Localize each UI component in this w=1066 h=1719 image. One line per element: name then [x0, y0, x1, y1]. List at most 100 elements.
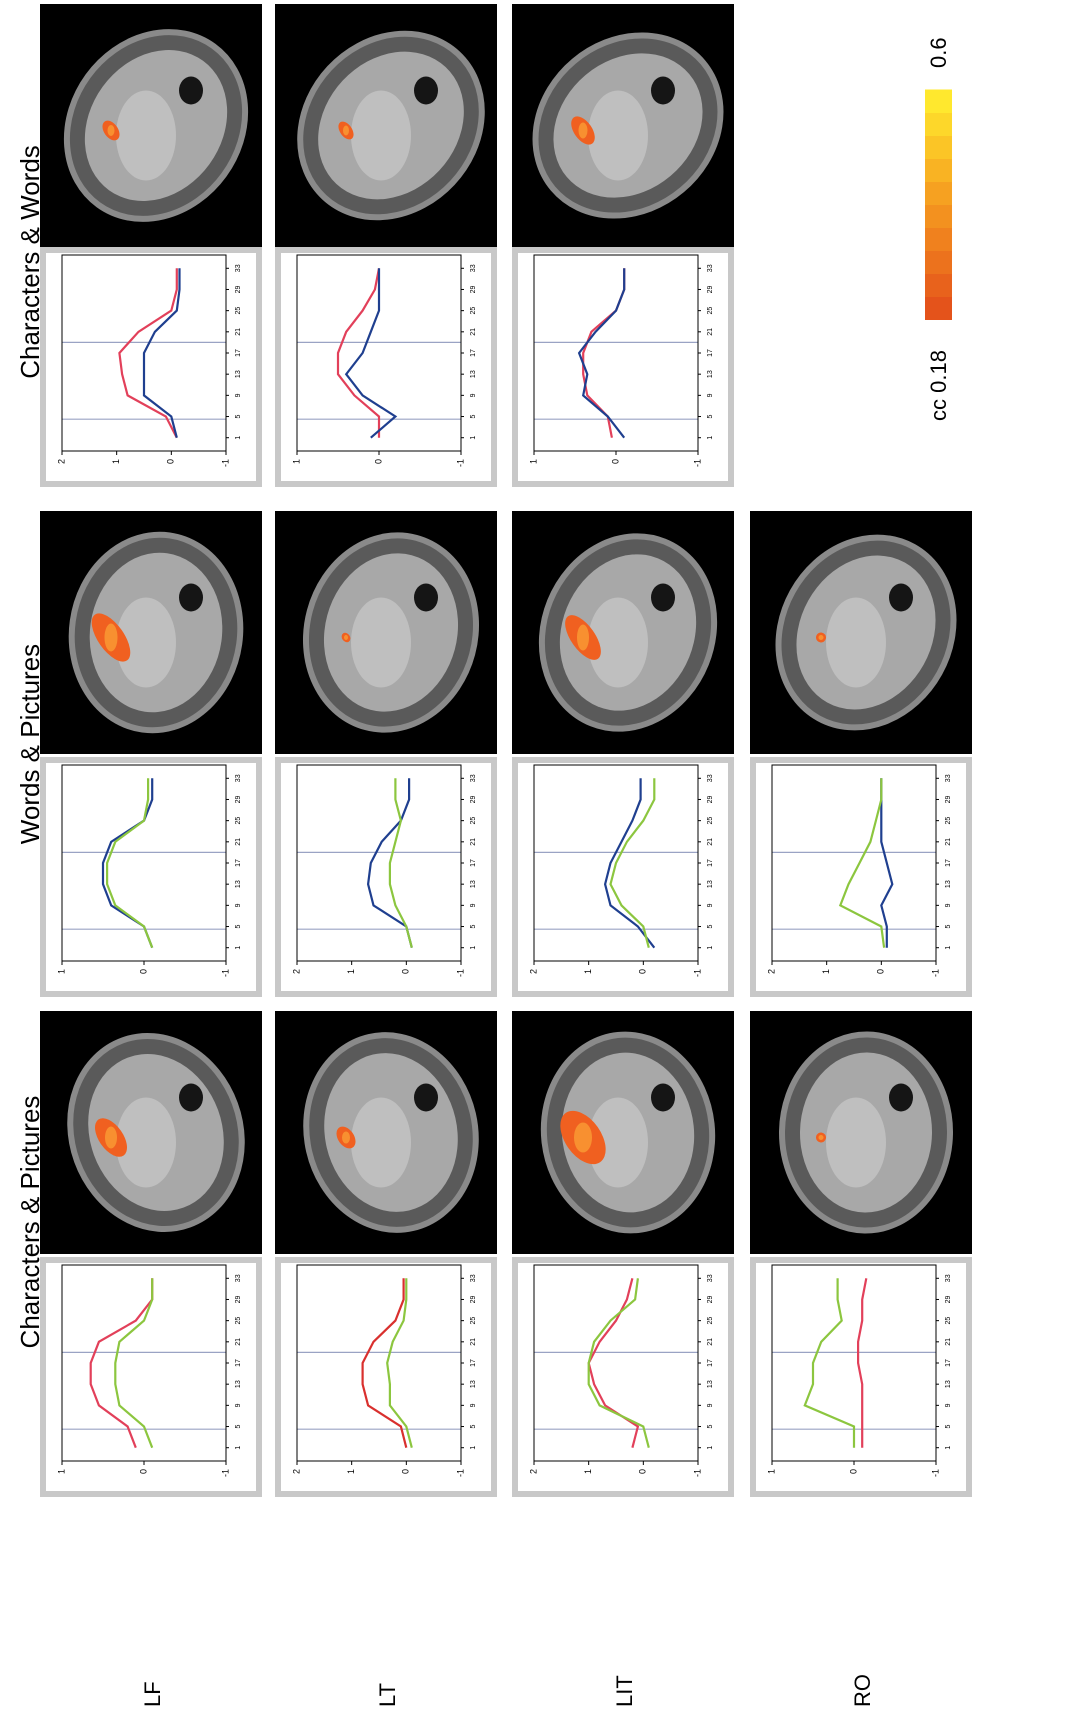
y-tick-label: 0	[138, 1469, 148, 1474]
ventricle	[889, 584, 913, 612]
y-tick-label: -1	[692, 1469, 702, 1477]
brain-slice	[275, 1011, 497, 1254]
x-tick-label: 17	[235, 859, 242, 867]
ventricle	[179, 77, 203, 105]
brain-highlight	[351, 1098, 411, 1188]
x-tick-label: 17	[470, 349, 477, 357]
x-tick-label: 1	[945, 946, 952, 950]
x-tick-label: 17	[235, 1359, 242, 1367]
chart-panel: -101159131721252933	[750, 1257, 972, 1497]
panel-inner	[46, 1263, 256, 1491]
colorbar-segment	[925, 274, 952, 298]
brain-slice	[512, 510, 743, 755]
y-tick-label: 2	[56, 459, 66, 464]
x-tick-label: 13	[945, 1380, 952, 1388]
activation-core	[819, 635, 824, 640]
activation-core	[344, 635, 348, 640]
y-tick-label: -1	[692, 459, 702, 467]
panel-inner	[518, 763, 728, 991]
x-tick-label: 21	[470, 328, 477, 336]
y-tick-label: -1	[692, 969, 702, 977]
x-tick-label: 25	[707, 817, 714, 825]
brain-slice	[499, 0, 757, 253]
y-tick-label: 0	[638, 969, 648, 974]
x-tick-label: 33	[707, 1274, 714, 1282]
chart-panel: -101159131721252933	[275, 247, 497, 487]
y-tick-label: -1	[220, 1469, 230, 1477]
brain-slice	[745, 506, 987, 759]
x-tick-label: 9	[945, 1403, 952, 1407]
colorbar-segment	[925, 90, 952, 114]
x-tick-label: 25	[945, 817, 952, 825]
row-label: LF	[140, 1681, 165, 1707]
x-tick-label: 21	[945, 1338, 952, 1346]
x-tick-label: 5	[945, 1424, 952, 1428]
colorbar-segment	[925, 251, 952, 275]
colorbar-segment	[925, 136, 952, 160]
panel-inner	[281, 1263, 491, 1491]
y-tick-label: 1	[346, 969, 356, 974]
x-tick-label: 13	[707, 1380, 714, 1388]
x-tick-label: 9	[470, 393, 477, 397]
x-tick-label: 5	[470, 414, 477, 418]
x-tick-label: 1	[707, 946, 714, 950]
x-tick-label: 9	[707, 903, 714, 907]
x-tick-label: 17	[707, 859, 714, 867]
x-tick-label: 5	[470, 924, 477, 928]
x-tick-label: 21	[945, 838, 952, 846]
y-tick-label: 1	[766, 1469, 776, 1474]
x-tick-label: 29	[235, 1295, 242, 1303]
activation-core	[105, 1127, 117, 1149]
x-tick-label: 13	[235, 1380, 242, 1388]
ventricle	[651, 77, 675, 105]
x-tick-label: 1	[707, 436, 714, 440]
x-tick-label: 21	[707, 838, 714, 846]
y-tick-label: -1	[930, 969, 940, 977]
y-tick-label: 1	[583, 1469, 593, 1474]
panel-inner	[281, 253, 491, 481]
brain-slice	[512, 1011, 734, 1254]
page: Characters & PicturesWords & PicturesCha…	[0, 0, 1066, 1719]
x-tick-label: 1	[470, 436, 477, 440]
ventricle	[651, 584, 675, 612]
x-tick-label: 13	[470, 1380, 477, 1388]
x-tick-label: 17	[945, 859, 952, 867]
x-tick-label: 25	[707, 307, 714, 315]
y-tick-label: 0	[401, 969, 411, 974]
ventricle	[179, 584, 203, 612]
x-tick-label: 9	[235, 903, 242, 907]
colorbar-segment	[925, 297, 952, 321]
x-tick-label: 21	[235, 838, 242, 846]
x-tick-label: 29	[470, 285, 477, 293]
x-tick-label: 33	[707, 774, 714, 782]
x-tick-label: 1	[235, 1446, 242, 1450]
activation-core	[342, 1132, 350, 1144]
x-tick-label: 13	[707, 370, 714, 378]
x-tick-label: 33	[235, 264, 242, 272]
x-tick-label: 25	[235, 817, 242, 825]
brain-slice	[263, 0, 520, 254]
row-label: RO	[850, 1674, 875, 1707]
y-tick-label: 0	[638, 1469, 648, 1474]
x-tick-label: 17	[470, 1359, 477, 1367]
y-tick-label: 2	[766, 969, 776, 974]
y-tick-label: 1	[291, 459, 301, 464]
brain-highlight	[116, 91, 176, 181]
x-tick-label: 33	[945, 774, 952, 782]
ventricle	[179, 1084, 203, 1112]
brain-slice	[30, 0, 281, 254]
x-tick-label: 21	[470, 1338, 477, 1346]
chart-panel: -1012159131721252933	[40, 247, 262, 487]
row-label: LIT	[612, 1675, 637, 1707]
x-tick-label: 5	[707, 1424, 714, 1428]
ventricle	[414, 584, 438, 612]
x-tick-label: 17	[470, 859, 477, 867]
x-tick-label: 33	[235, 774, 242, 782]
figure: Characters & PicturesWords & PicturesCha…	[0, 0, 1066, 1719]
x-tick-label: 1	[470, 946, 477, 950]
ventricle	[414, 77, 438, 105]
y-tick-label: 1	[583, 969, 593, 974]
activation-core	[579, 123, 588, 139]
